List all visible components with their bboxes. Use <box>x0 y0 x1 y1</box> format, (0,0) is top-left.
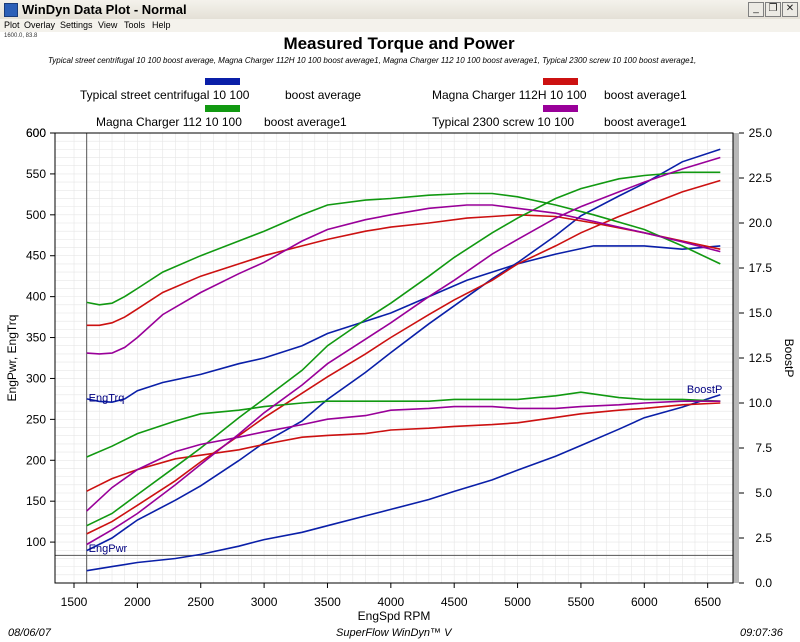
window-title: WinDyn Data Plot - Normal <box>22 2 187 17</box>
series-line-engtrq <box>86 213 721 327</box>
y-tick-label: 550 <box>26 167 46 181</box>
y2-axis-label: BoostP <box>782 339 796 378</box>
series-line-boostp <box>86 391 721 458</box>
y-tick-label: 400 <box>26 290 46 304</box>
series-line-engtrq <box>86 245 721 404</box>
legend-entry-suffix: boost average <box>285 88 361 102</box>
menu-overlay[interactable]: Overlay <box>24 20 56 30</box>
plot-frame <box>54 132 734 584</box>
y2-tick-label: 12.5 <box>749 351 773 365</box>
footer-product: SuperFlow WinDyn™ V <box>336 627 452 639</box>
y2-tick-label: 25.0 <box>749 126 773 140</box>
legend-swatch <box>543 105 578 112</box>
y2-tick-label: 5.0 <box>755 486 772 500</box>
y2-tick-label: 10.0 <box>749 396 773 410</box>
y2-tick-label: 7.5 <box>755 441 772 455</box>
y-tick-label: 450 <box>26 249 46 263</box>
legend-swatch <box>205 78 240 85</box>
y-tick-label: 500 <box>26 208 46 222</box>
menu-help[interactable]: Help <box>152 20 171 30</box>
legend-entry-suffix: boost average1 <box>604 115 687 129</box>
menu-plot[interactable]: Plot <box>4 20 20 30</box>
menu-tools[interactable]: Tools <box>124 20 146 30</box>
series-line-engpwr <box>86 394 721 572</box>
chart-axes: 1500 2000 2500 3000 3500 4000 4500 5000 5500 6000… <box>5 126 796 623</box>
x-tick-label: 3000 <box>251 595 278 609</box>
y-axis-label: EngPwr, EngTrq <box>5 315 19 402</box>
legend-swatch <box>543 78 578 85</box>
legend-entry-name: Typical 2300 screw 10 100 <box>432 115 574 129</box>
x-tick-label: 6000 <box>631 595 658 609</box>
x-tick-label: 4500 <box>441 595 468 609</box>
x-tick-label: 1500 <box>61 595 88 609</box>
menubar: Plot Overlay Settings View Tools Help <box>0 19 800 32</box>
x-tick-label: 6500 <box>694 595 721 609</box>
y2-tick-label: 17.5 <box>749 261 773 275</box>
y2-tick-label: 20.0 <box>749 216 773 230</box>
legend-entry-suffix: boost average1 <box>604 88 687 102</box>
y-tick-label: 300 <box>26 371 46 385</box>
window-titlebar: WinDyn Data Plot - Normal _ ❐ ✕ <box>0 0 800 20</box>
legend-swatch <box>205 105 240 112</box>
legend-entry-suffix: boost average1 <box>264 115 347 129</box>
x-tick-label: 4000 <box>377 595 404 609</box>
series-line-boostp <box>86 400 721 512</box>
right-axis-gutter <box>733 133 739 583</box>
legend-entry-name: Typical street centrifugal 10 100 <box>80 88 250 102</box>
x-axis-label: EngSpd RPM <box>358 609 431 623</box>
plot-background <box>55 133 733 583</box>
y2-tick-label: 15.0 <box>749 306 773 320</box>
y2-tick-label: 2.5 <box>755 531 772 545</box>
y2-tick-label: 22.5 <box>749 171 773 185</box>
y-tick-label: 100 <box>26 535 46 549</box>
curve-label: EngPwr <box>89 543 128 555</box>
restore-icon[interactable]: ❐ <box>765 2 781 17</box>
menu-view[interactable]: View <box>98 20 118 30</box>
series-line-engtrq <box>86 204 721 355</box>
curve-label: EngTrq <box>89 392 125 404</box>
chart-legend: Typical street centrifugal 10 100 boost a… <box>80 78 687 129</box>
y-tick-label: 350 <box>26 331 46 345</box>
series-line-engpwr <box>86 171 721 527</box>
chart-run-list: Typical street centrifugal 10 100 boost … <box>48 56 696 65</box>
series-line-engpwr <box>86 179 721 535</box>
y-tick-label: 600 <box>26 126 46 140</box>
curve-label: BoostP <box>687 384 722 396</box>
footer-time: 09:07:36 <box>740 627 783 639</box>
menu-settings[interactable]: Settings <box>60 20 93 30</box>
plot-area: EngTrq EngPwr BoostP <box>55 132 739 583</box>
y-tick-label: 600 <box>26 126 46 140</box>
x-tick-label: 5000 <box>504 595 531 609</box>
coordinate-readout: 1600.0, 83.8 <box>4 33 38 39</box>
x-tick-label: 5500 <box>568 595 595 609</box>
series-line-boostp <box>86 402 721 492</box>
legend-entry-name: Magna Charger 112 10 100 <box>96 115 242 129</box>
legend-entry-name: Magna Charger 112H 10 100 <box>432 88 587 102</box>
series-line-engpwr <box>86 156 721 546</box>
close-icon[interactable]: ✕ <box>782 2 798 17</box>
minimize-icon[interactable]: _ <box>748 2 764 17</box>
footer-date: 08/06/07 <box>8 627 51 639</box>
chart-title: Measured Torque and Power <box>283 34 515 53</box>
x-tick-label: 2000 <box>124 595 151 609</box>
y-tick-label: 150 <box>26 494 46 508</box>
y-tick-label: 250 <box>26 412 46 426</box>
y2-tick-label: 0.0 <box>755 576 772 590</box>
x-tick-label: 2500 <box>187 595 214 609</box>
x-tick-label: 3500 <box>314 595 341 609</box>
app-icon <box>4 3 18 17</box>
y-tick-label: 200 <box>26 453 46 467</box>
series-line-boostp <box>86 148 721 552</box>
